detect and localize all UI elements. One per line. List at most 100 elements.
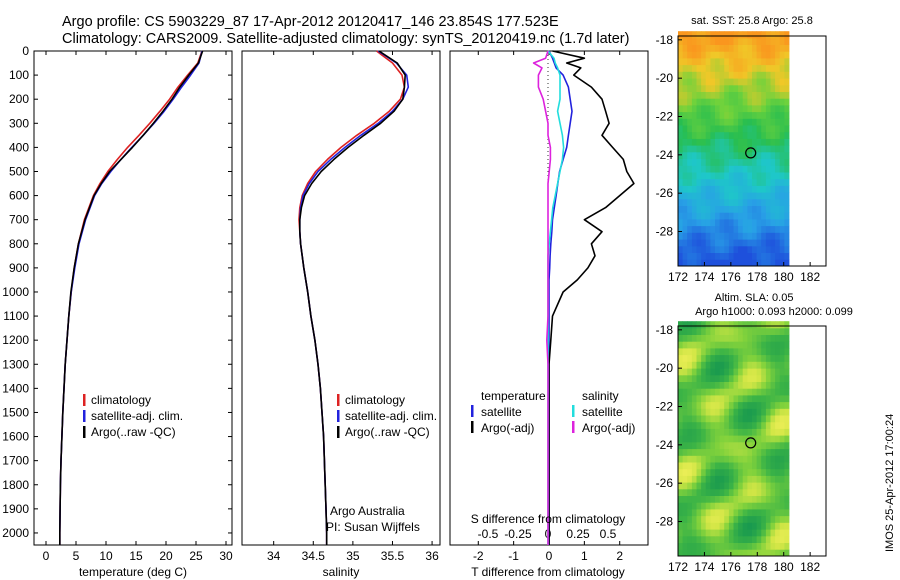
map-cell xyxy=(765,468,771,476)
legend-swatch-temp-argo xyxy=(471,421,474,433)
map-cell xyxy=(756,192,762,200)
map-cell xyxy=(701,488,707,496)
map-cell xyxy=(733,131,739,139)
map-cell xyxy=(784,395,790,403)
map-cell xyxy=(705,462,711,470)
map-cell xyxy=(733,239,739,247)
map-cell xyxy=(765,421,771,429)
map-cell xyxy=(765,138,771,146)
map-cell xyxy=(678,361,683,369)
map-cell xyxy=(719,198,725,206)
map-cell xyxy=(779,64,785,72)
map-cell xyxy=(742,152,748,160)
map-cell xyxy=(682,341,688,349)
map-cell xyxy=(747,354,753,362)
map-cell xyxy=(691,152,697,160)
map-cell xyxy=(705,535,711,543)
map-cell xyxy=(696,381,702,389)
map-cell xyxy=(747,105,753,113)
map-cell xyxy=(779,321,785,329)
map-cell xyxy=(742,91,748,99)
map-cell xyxy=(705,185,711,193)
map-cell xyxy=(752,321,757,329)
map-cell xyxy=(715,51,720,59)
map-cell xyxy=(682,509,688,517)
map-cell xyxy=(756,152,762,160)
map-cell xyxy=(710,31,716,39)
map-cell xyxy=(724,152,730,160)
map-cell xyxy=(747,327,753,335)
map-cell xyxy=(687,212,693,220)
map-cell xyxy=(738,198,744,206)
s-tick-label: -0.5 xyxy=(478,527,499,541)
lat-tick-label: -26 xyxy=(656,186,674,200)
map-cell xyxy=(678,31,683,39)
map-cell xyxy=(742,31,748,39)
map-cell xyxy=(682,435,688,443)
map-cell xyxy=(687,327,693,335)
map-cell xyxy=(756,515,762,523)
map-cell xyxy=(761,374,767,382)
map-cell xyxy=(710,232,716,240)
map-cell xyxy=(756,354,762,362)
map-cell xyxy=(719,515,725,523)
map-cell xyxy=(761,348,767,356)
map-cell xyxy=(775,185,781,193)
map-cell xyxy=(691,495,697,503)
map-cell xyxy=(678,488,683,496)
map-cell xyxy=(715,442,720,450)
map-cell xyxy=(742,515,748,523)
map-cell xyxy=(728,522,734,530)
map-cell xyxy=(779,198,785,206)
map-cell xyxy=(715,488,720,496)
x-tick-label: -2 xyxy=(473,549,484,563)
map-cell xyxy=(775,401,781,409)
map-cell xyxy=(715,408,720,416)
map-cell xyxy=(728,509,734,517)
map-cell xyxy=(742,178,748,186)
map-cell xyxy=(724,165,730,173)
map-cell xyxy=(710,321,716,329)
map-cell xyxy=(770,368,776,376)
map-cell xyxy=(715,71,720,79)
map-cell xyxy=(719,354,725,362)
sst-map-field xyxy=(678,31,790,267)
map-cell xyxy=(761,245,767,253)
map-cell xyxy=(784,78,790,86)
map-cell xyxy=(775,482,781,490)
map-cell xyxy=(678,381,683,389)
map-cell xyxy=(733,442,739,450)
map-cell xyxy=(747,388,753,396)
s-tick-label: 0.25 xyxy=(566,527,590,541)
map-cell xyxy=(765,172,771,180)
map-cell xyxy=(701,58,707,66)
map-cell xyxy=(765,542,771,550)
map-cell xyxy=(733,178,739,186)
map-cell xyxy=(687,198,693,206)
map-cell xyxy=(724,549,730,557)
map-cell xyxy=(687,225,693,233)
map-cell xyxy=(696,442,702,450)
map-cell xyxy=(779,125,785,133)
map-cell xyxy=(784,219,790,227)
map-cell xyxy=(705,374,711,382)
map-cell xyxy=(715,421,720,429)
map-cell xyxy=(696,125,702,133)
map-cell xyxy=(742,185,748,193)
map-cell xyxy=(775,105,781,113)
map-cell xyxy=(765,374,771,382)
map-cell xyxy=(756,84,762,92)
map-cell xyxy=(770,475,776,483)
map-cell xyxy=(770,522,776,530)
map-cell xyxy=(728,354,734,362)
sla-map-title-2: Argo h1000: 0.093 h2000: 0.099 xyxy=(695,306,853,318)
map-cell xyxy=(756,205,762,213)
map-cell xyxy=(765,502,771,510)
map-cell xyxy=(738,44,744,52)
map-cell xyxy=(691,138,697,146)
map-cell xyxy=(747,522,753,530)
map-cell xyxy=(705,415,711,423)
map-cell xyxy=(779,44,785,52)
map-cell xyxy=(765,361,771,369)
map-cell xyxy=(765,205,771,213)
